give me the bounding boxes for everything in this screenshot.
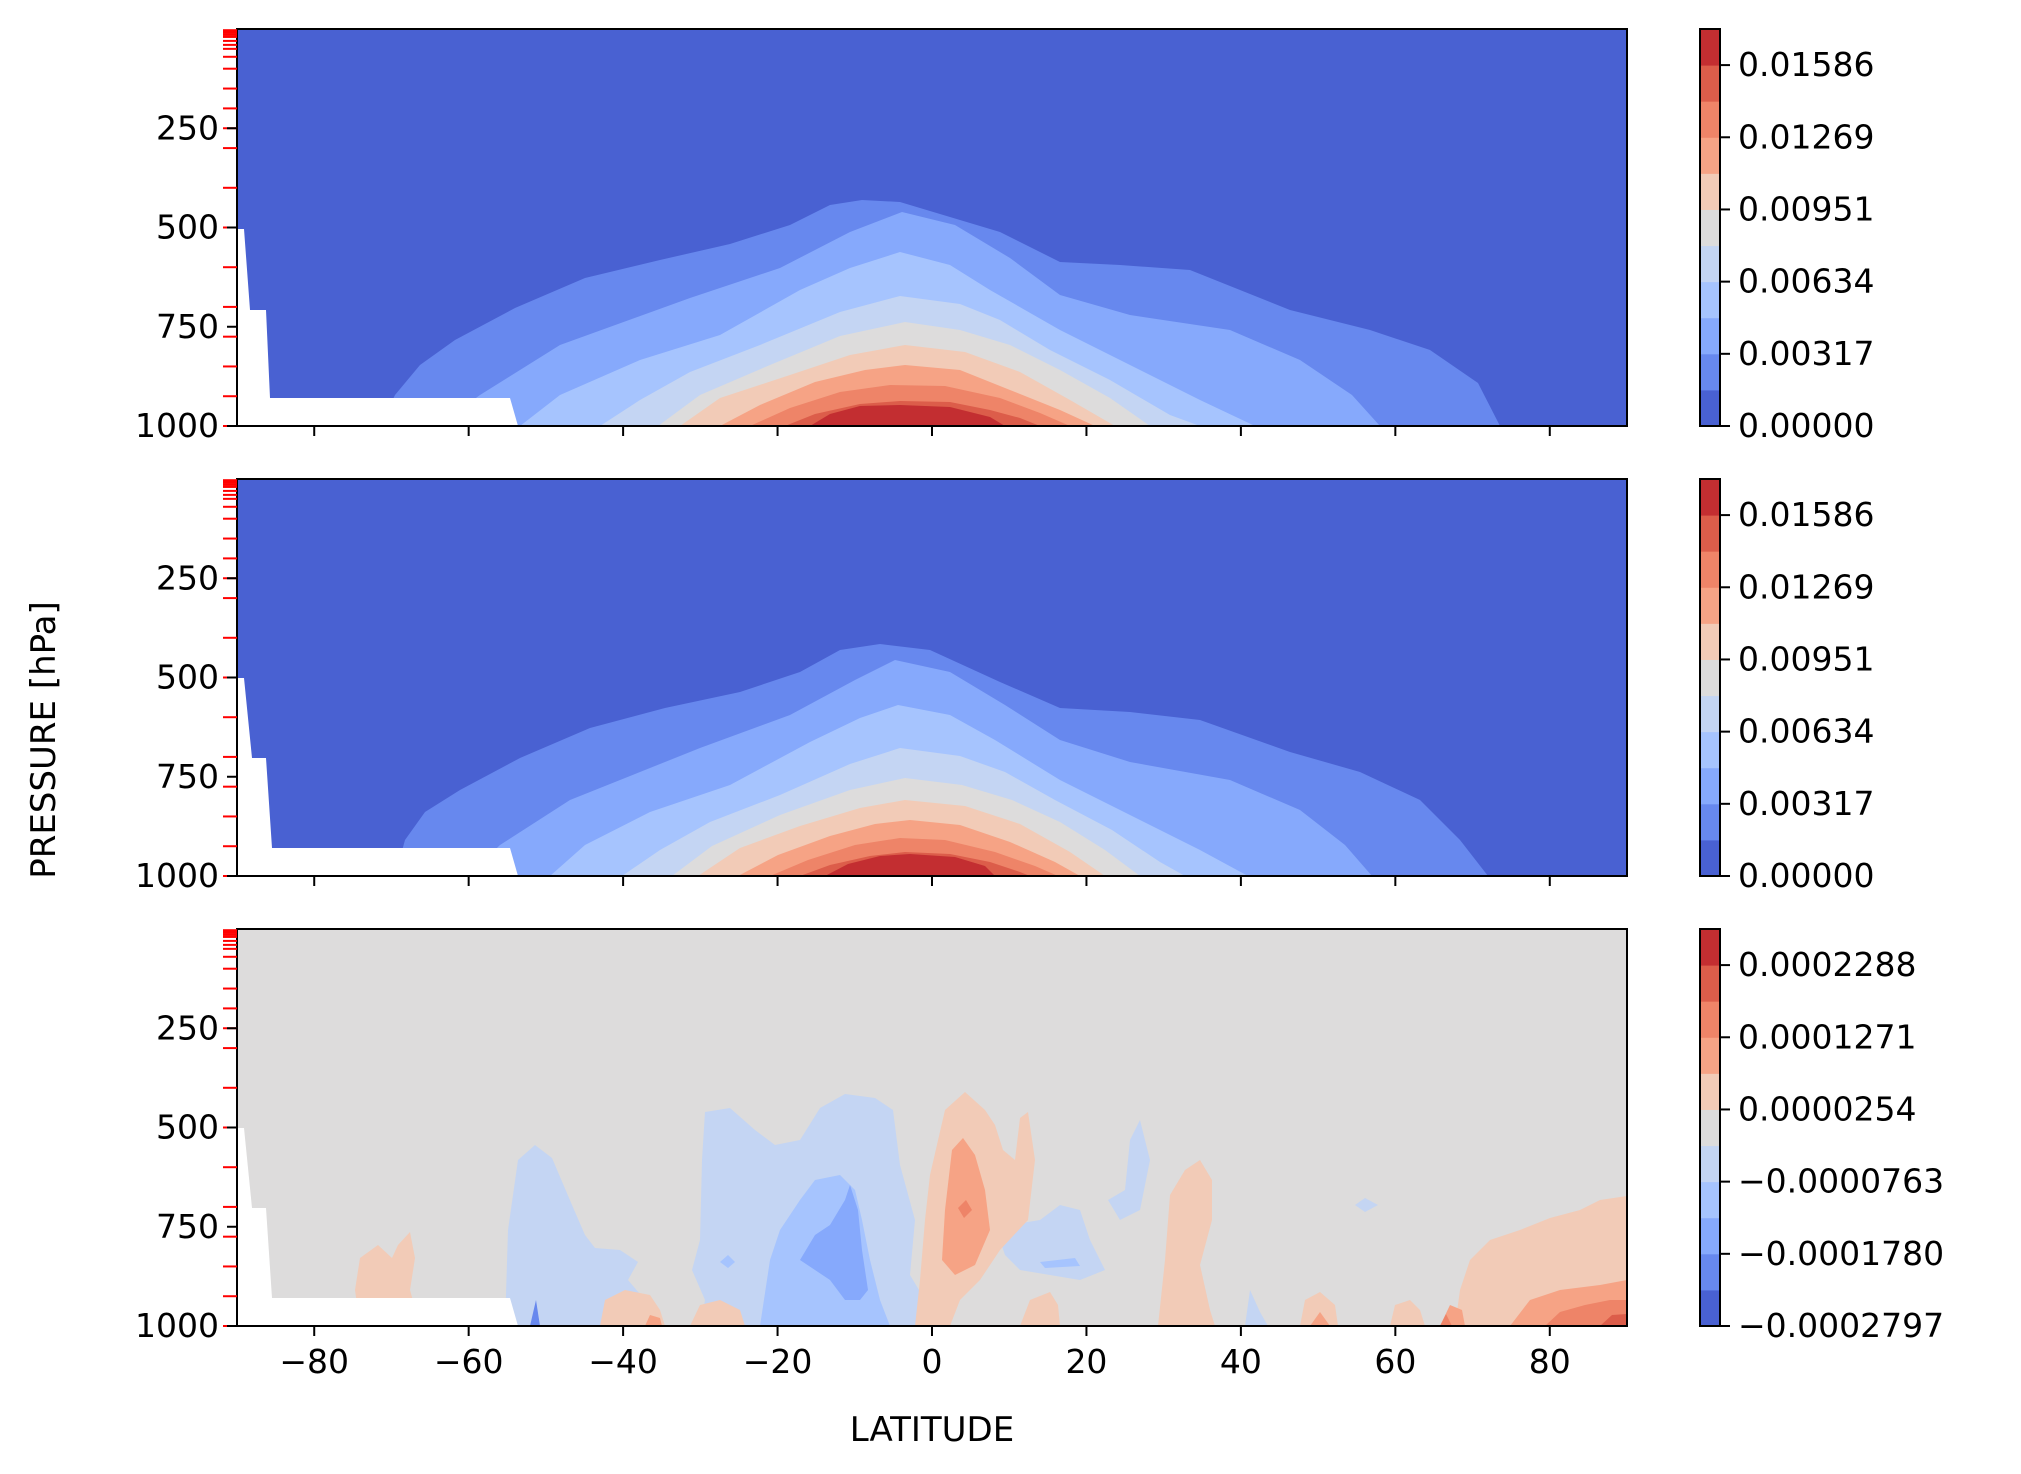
axes-layer: 250 500 750 1000 250 500 750 1000 250 500 750 1000 −…	[135, 29, 1571, 1381]
colorbar-segment	[1700, 623, 1720, 660]
colorbar-segment	[1700, 173, 1720, 210]
x-tick-label: −20	[743, 1342, 813, 1381]
colorbar-tick-label: 0.01269	[1738, 567, 1874, 606]
colorbar-tick-label: 0.00317	[1738, 784, 1874, 823]
colorbar-frame	[1699, 928, 1721, 1327]
y-tick-label: 750	[156, 757, 219, 796]
panel-top-field	[237, 29, 1627, 426]
colorbar-segment	[1700, 1289, 1720, 1327]
x-tick-label: −40	[588, 1342, 658, 1381]
colorbar-tick-label: 0.00951	[1738, 639, 1874, 678]
colorbar-segment	[1700, 767, 1720, 805]
colorbar-segment	[1700, 209, 1720, 247]
colorbar-segment	[1700, 317, 1720, 355]
colorbar-segment	[1700, 137, 1720, 174]
colorbar-segment	[1700, 479, 1720, 516]
y-tick-label: 250	[156, 108, 219, 147]
colorbar-segment	[1700, 839, 1720, 877]
colorbar-segment	[1700, 281, 1720, 319]
panel-top	[236, 28, 1628, 427]
colorbar-tick-label: −0.0001780	[1738, 1234, 1944, 1273]
x-tick-label: −60	[434, 1342, 504, 1381]
colorbar-frame	[1699, 478, 1721, 877]
colorbar-tick-label: 0.00000	[1738, 856, 1874, 895]
colorbar-segment	[1700, 389, 1720, 427]
x-tick-label: 40	[1220, 1342, 1262, 1381]
x-tick-label: −80	[279, 1342, 349, 1381]
panel-middle-field	[237, 479, 1627, 876]
y-tick-label: 750	[156, 1207, 219, 1246]
colorbar-segment	[1700, 29, 1720, 66]
colorbar-segment	[1700, 587, 1720, 624]
panel-bottom	[236, 928, 1628, 1327]
colorbar-tick-label: 0.0001271	[1738, 1017, 1916, 1056]
colorbar-segment	[1700, 1001, 1720, 1038]
y-tick-label: 250	[156, 1008, 219, 1047]
colorbar-segment	[1700, 1253, 1720, 1291]
colorbar-tick-label: 0.01586	[1738, 495, 1874, 534]
colorbar-tick-label: 0.00000	[1738, 406, 1874, 445]
x-tick-label: 80	[1529, 1342, 1571, 1381]
colorbar-frame	[1699, 28, 1721, 427]
colorbar-segment	[1700, 659, 1720, 697]
colorbar-tick-label: 0.00317	[1738, 334, 1874, 373]
y-tick-label: 750	[156, 307, 219, 346]
colorbar-segment	[1700, 65, 1720, 102]
colorbar-segment	[1700, 731, 1720, 769]
colorbar-segment	[1700, 1037, 1720, 1074]
y-tick-label: 500	[156, 658, 219, 697]
colorbar-segment	[1700, 1217, 1720, 1255]
y-tick-label: 1000	[135, 856, 219, 895]
colorbar-segment	[1700, 695, 1720, 733]
colorbar-tick-label: −0.0002797	[1738, 1306, 1944, 1345]
y-tick-label: 1000	[135, 1306, 219, 1345]
colorbar-tick-label: 0.01586	[1738, 45, 1874, 84]
y-tick-label: 500	[156, 208, 219, 247]
y-tick-label: 250	[156, 558, 219, 597]
colorbar-tick-label: 0.0000254	[1738, 1089, 1916, 1128]
colorbars: 0.00000 0.00317 0.00634 0.00951 0.01269 0.015…	[1699, 28, 1944, 1345]
colorbar-tick-label: 0.00951	[1738, 189, 1874, 228]
colorbar-tick-label: 0.01269	[1738, 117, 1874, 156]
colorbar-segment	[1700, 1073, 1720, 1110]
colorbar-segment	[1700, 1145, 1720, 1183]
x-axis-label: LATITUDE	[850, 1410, 1014, 1450]
colorbar-segment	[1700, 1181, 1720, 1219]
colorbar-tick-label: 0.00634	[1738, 712, 1874, 751]
panel-middle	[236, 478, 1628, 877]
x-tick-label: 0	[922, 1342, 943, 1381]
panel-bottom-field	[237, 929, 1627, 1326]
colorbar-segment	[1700, 353, 1720, 391]
colorbar-segment	[1700, 929, 1720, 966]
y-tick-label: 1000	[135, 406, 219, 445]
y-axis-label: PRESSURE [hPa]	[24, 601, 64, 878]
colorbar-segment	[1700, 965, 1720, 1002]
colorbar-segment	[1700, 551, 1720, 588]
colorbar-tick-label: 0.0002288	[1738, 945, 1916, 984]
colorbar-segment	[1700, 101, 1720, 138]
x-tick-label: 60	[1374, 1342, 1416, 1381]
colorbar-segment	[1700, 515, 1720, 552]
colorbar-tick-label: 0.00634	[1738, 262, 1874, 301]
colorbar-segment	[1700, 1109, 1720, 1147]
y-tick-label: 500	[156, 1108, 219, 1147]
colorbar-tick-label: −0.0000763	[1738, 1162, 1944, 1201]
x-tick-label: 20	[1065, 1342, 1107, 1381]
colorbar-segment	[1700, 803, 1720, 841]
colorbar-segment	[1700, 245, 1720, 283]
